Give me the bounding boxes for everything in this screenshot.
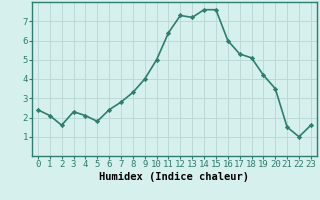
X-axis label: Humidex (Indice chaleur): Humidex (Indice chaleur) (100, 172, 249, 182)
